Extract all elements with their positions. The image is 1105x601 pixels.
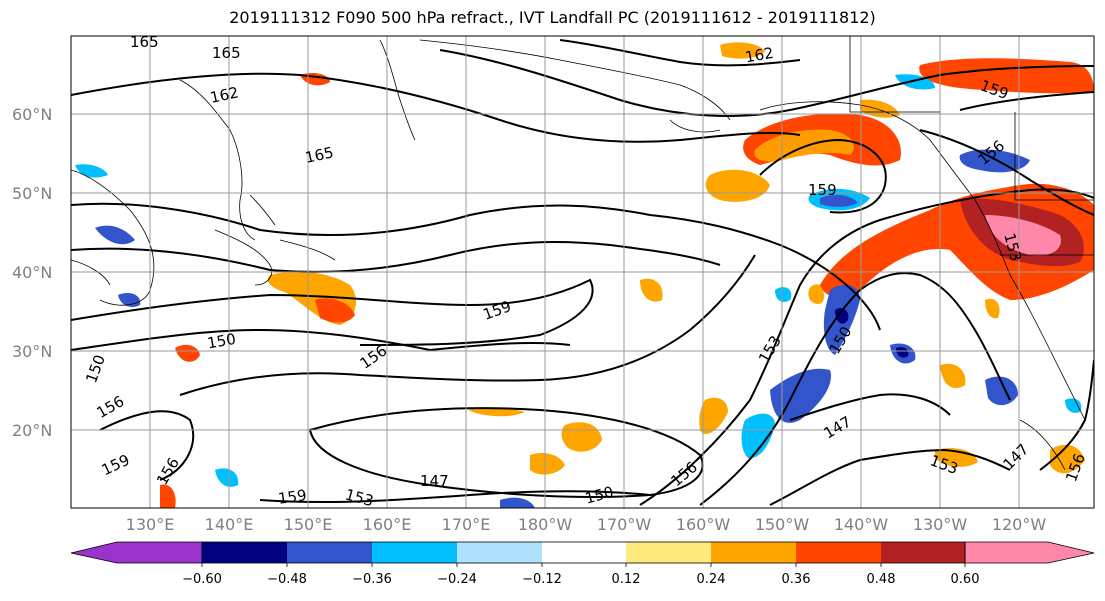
colorbar-tick-label: 0.48 (867, 572, 896, 587)
colorbar-tick-label: −0.36 (352, 572, 392, 587)
contour-label: 162 (744, 44, 775, 67)
lat-label: 50°N (12, 184, 52, 203)
contour-label: 150 (206, 330, 237, 353)
lon-label: 170°W (597, 515, 652, 534)
lon-label: 120°W (992, 515, 1047, 534)
contour-label: 159 (277, 486, 308, 508)
colorbar-segment-1 (202, 542, 287, 563)
lon-label: 130°E (126, 515, 175, 534)
colorbar-tick-label: −0.12 (522, 572, 562, 587)
colorbar-tick-label: 0.24 (697, 572, 726, 587)
lon-label: 160°E (363, 515, 412, 534)
longitude-labels: 130°E 140°E 150°E 160°E 170°E 180°W 170°… (126, 515, 1047, 534)
political-boundaries (849, 36, 1094, 256)
colorbar-segment-9 (881, 542, 965, 563)
map-title: 2019111312 F090 500 hPa refract., IVT La… (229, 8, 876, 27)
colorbar-tick-label: 0.36 (782, 572, 811, 587)
lon-label: 140°E (205, 515, 254, 534)
colorbar-ticks (201, 563, 966, 567)
lat-label: 30°N (12, 342, 52, 361)
lat-label: 40°N (12, 263, 52, 282)
lat-label: 20°N (12, 421, 52, 440)
colorbar-segment-2 (287, 542, 372, 563)
colorbar-segment-4 (457, 542, 542, 563)
colorbar-segment-10 (965, 542, 1094, 563)
graticule (71, 36, 1094, 508)
colorbar-tick-label: −0.24 (437, 572, 477, 587)
lat-label: 60°N (12, 105, 52, 124)
contour-label: 153 (343, 485, 375, 510)
lon-label: 170°E (442, 515, 491, 534)
colorbar-segment-6 (626, 542, 711, 563)
latitude-labels: 60°N 50°N 40°N 30°N 20°N (12, 105, 52, 440)
lon-label: 160°W (676, 515, 731, 534)
colorbar-tick-label: −0.48 (267, 572, 307, 587)
lon-label: 150°W (755, 515, 810, 534)
contour-label: 165 (212, 44, 241, 62)
colorbar-tick-label: 0.12 (612, 572, 641, 587)
height-contours (71, 39, 1094, 506)
contour-label: 165 (303, 143, 335, 167)
colorbar-segment-0-body (117, 542, 202, 563)
lon-label: 150°E (284, 515, 333, 534)
colorbar-tick-label: 0.60 (951, 572, 980, 587)
colorbar-segment-0 (71, 542, 117, 563)
colorbar-segment-3 (372, 542, 457, 563)
colorbar-segment-7 (711, 542, 796, 563)
colorbar-tick-label: −0.60 (182, 572, 222, 587)
lon-label: 180°W (518, 515, 573, 534)
map-border (70, 35, 1095, 509)
lon-label: 140°W (834, 515, 889, 534)
contour-label: 162 (208, 83, 240, 107)
contour-label: 147 (420, 472, 449, 490)
colorbar-segment-8 (796, 542, 881, 563)
colorbar-segment-5 (542, 542, 626, 563)
colorbar: −0.60 −0.48 −0.36 −0.24 −0.12 0.12 0.24 … (70, 541, 1095, 587)
lon-label: 130°W (913, 515, 968, 534)
contour-label: 159 (808, 181, 837, 199)
contour-label: 165 (130, 33, 159, 51)
